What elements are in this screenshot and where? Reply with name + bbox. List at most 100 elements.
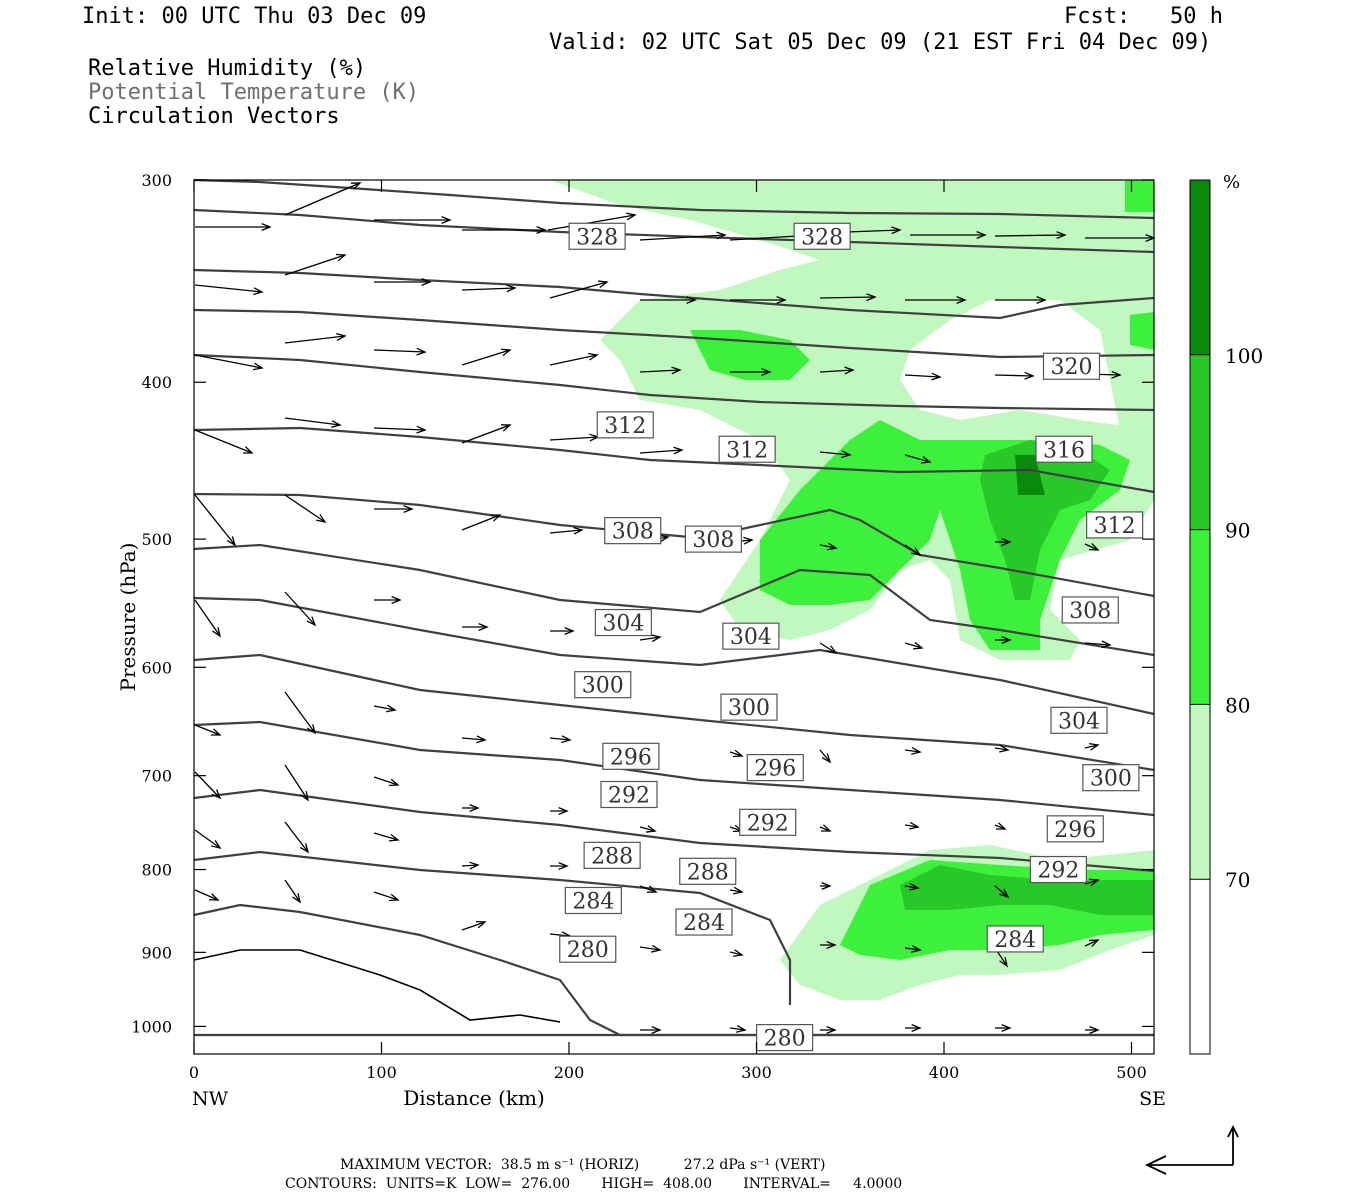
- vector-arrow: [374, 216, 452, 224]
- vector-arrow: [994, 231, 1067, 240]
- contour-label-box: [718, 435, 776, 463]
- vector-arrow: [1084, 939, 1100, 947]
- contour-label: 296: [602, 742, 660, 770]
- vector-arrow: [550, 627, 575, 635]
- vector-arrow: [373, 425, 427, 434]
- contour-label: 288: [583, 841, 641, 869]
- x-tick-label: 200: [554, 1063, 585, 1082]
- contour-label-value: 304: [602, 612, 644, 637]
- y-tick-label: 700: [141, 767, 172, 786]
- vector-arrow: [729, 749, 744, 758]
- contour-label-box: [1061, 596, 1119, 624]
- colorbar: 70 80 90 100%: [1189, 172, 1263, 1055]
- vector-arrow: [639, 446, 684, 455]
- vector-arrow: [640, 296, 697, 304]
- contour-label-box: [1050, 706, 1108, 734]
- vector-arrow: [910, 231, 987, 239]
- reference-vector-icon: [1144, 1124, 1239, 1175]
- contours-note: CONTOURS: UNITS=K LOW= 276.00 HIGH= 408.…: [285, 1176, 903, 1192]
- vector-arrow: [373, 776, 400, 787]
- contour-label-box: [684, 525, 742, 553]
- vector-arrow: [550, 862, 569, 870]
- contour-label-box: [793, 222, 851, 250]
- contour-label-box: [746, 753, 804, 782]
- contour-label-box: [602, 742, 660, 770]
- contour-label-box: [720, 693, 778, 721]
- theta-contour: [193, 720, 1155, 817]
- contour-label-box: [1086, 511, 1144, 539]
- contour-label: 304: [722, 622, 780, 650]
- vector-arrow: [461, 514, 502, 531]
- vector-arrow: [904, 945, 922, 953]
- vector-arrow: [547, 212, 637, 231]
- vector-arrow: [820, 941, 837, 949]
- vector-arrow: [373, 704, 397, 713]
- contour-label: 284: [986, 925, 1044, 953]
- legend-potential-temperature: Potential Temperature (K): [88, 80, 420, 105]
- vector-arrow: [284, 691, 317, 735]
- contour-label: 304: [1050, 706, 1108, 734]
- contour-label: 284: [675, 908, 733, 936]
- vector-arrow: [995, 296, 1047, 304]
- vector-arrow: [904, 747, 922, 755]
- vector-arrow: [284, 417, 342, 428]
- vector-arrow: [461, 735, 487, 744]
- vector-arrow: [550, 807, 569, 815]
- vector-arrow: [640, 1026, 662, 1034]
- contour-label-box: [675, 908, 733, 936]
- contour-label-value: 328: [801, 225, 843, 250]
- contour-label: 300: [720, 693, 778, 721]
- y-tick-label: 1000: [131, 1017, 172, 1036]
- theta-contour: [193, 353, 1155, 412]
- contour-label-value: 328: [576, 225, 618, 250]
- x-end-label-se: SE: [1139, 1088, 1166, 1110]
- vector-arrow: [194, 724, 222, 736]
- vector-arrow: [461, 861, 480, 870]
- vector-arrow: [994, 885, 1010, 899]
- contour-label: 320: [1042, 352, 1101, 380]
- vector-arrow: [284, 821, 310, 854]
- contour-label-value: 280: [764, 1027, 806, 1052]
- theta-contour: [193, 850, 792, 1005]
- contour-label-value: 304: [1058, 709, 1100, 734]
- contour-label-box: [564, 886, 622, 915]
- vector-arrow: [1084, 742, 1100, 751]
- colorbar-unit: %: [1223, 172, 1240, 193]
- vector-arrow: [194, 829, 222, 850]
- vector-arrow: [819, 542, 838, 551]
- theta-contour: [193, 426, 1155, 494]
- vector-arrow: [1085, 1026, 1100, 1034]
- contour-label-value: 296: [754, 757, 796, 782]
- y-axis-label: Pressure (hPa): [116, 543, 140, 692]
- x-tick-label: 400: [929, 1063, 960, 1082]
- contour-label-value: 312: [1094, 514, 1136, 539]
- contour-label: 292: [1029, 855, 1087, 884]
- x-end-label-nw: NW: [192, 1088, 229, 1110]
- colorbar-label: 80: [1225, 693, 1250, 717]
- vector-arrow: [994, 822, 1007, 830]
- vector-arrow: [819, 293, 877, 302]
- contour-label: 304: [594, 608, 652, 637]
- contour-label: 284: [564, 886, 622, 915]
- vector-arrow: [373, 832, 400, 842]
- contour-label: 300: [1082, 764, 1140, 792]
- contour-label: 312: [596, 411, 654, 439]
- contour-label: 308: [684, 525, 742, 553]
- potential-temperature-contours: [193, 178, 1155, 1037]
- theta-contour: [193, 268, 1155, 320]
- vector-arrow: [995, 1024, 1012, 1032]
- vector-arrow: [904, 821, 920, 830]
- contour-label-value: 296: [610, 745, 652, 770]
- terrain-line: [193, 949, 561, 1023]
- contour-label: 328: [568, 222, 626, 250]
- vector-arrow: [1084, 640, 1112, 649]
- vector-arrow: [819, 642, 838, 654]
- x-axis-label: Distance (km): [403, 1086, 545, 1110]
- vector-arrow: [819, 824, 832, 832]
- contour-label-value: 280: [567, 938, 609, 963]
- vector-arrow: [730, 296, 787, 304]
- contour-label-box: [574, 671, 632, 699]
- contour-label-value: 288: [591, 844, 633, 869]
- vector-arrow: [639, 366, 682, 375]
